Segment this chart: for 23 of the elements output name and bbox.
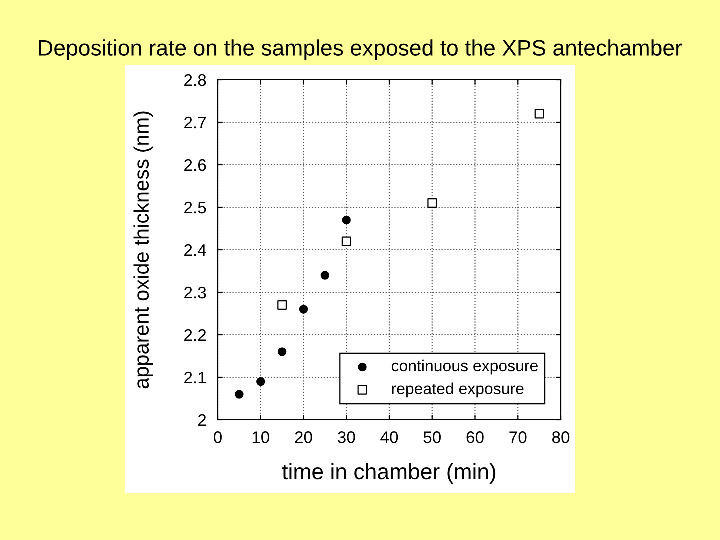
x-tick-label: 20: [295, 432, 312, 444]
chart-title: Deposition rate on the samples exposed to the XPS antechamber: [39, 40, 682, 60]
y-tick-label: 2.2: [184, 329, 206, 342]
y-tick-label: 2.7: [184, 116, 206, 129]
x-tick-label: 60: [466, 432, 484, 444]
y-tick-label: 2.4: [184, 244, 206, 256]
x-tick-label: 50: [424, 432, 441, 444]
y-tick-label: 2.1: [184, 372, 206, 384]
y-tick-label: 2.8: [184, 74, 206, 86]
legend-label: continuous exposure: [392, 360, 538, 375]
y-tick-label: 2: [198, 414, 206, 426]
x-tick-label: 70: [510, 432, 527, 444]
x-tick-label: 30: [338, 432, 356, 444]
x-tick-label: 80: [552, 432, 570, 444]
x-axis-title: time in chamber (min): [282, 463, 496, 484]
y-tick-label: 2.5: [184, 202, 206, 214]
x-tick-label: 10: [252, 432, 270, 444]
y-tick-label: 2.6: [184, 159, 206, 172]
legend-label: repeated exposure: [392, 382, 524, 398]
x-tick-label: 40: [380, 432, 398, 444]
y-tick-label: 2.3: [184, 286, 206, 299]
y-axis-title: apparent oxide thickness (nm): [134, 112, 154, 389]
x-tick-label: 0: [214, 432, 222, 444]
